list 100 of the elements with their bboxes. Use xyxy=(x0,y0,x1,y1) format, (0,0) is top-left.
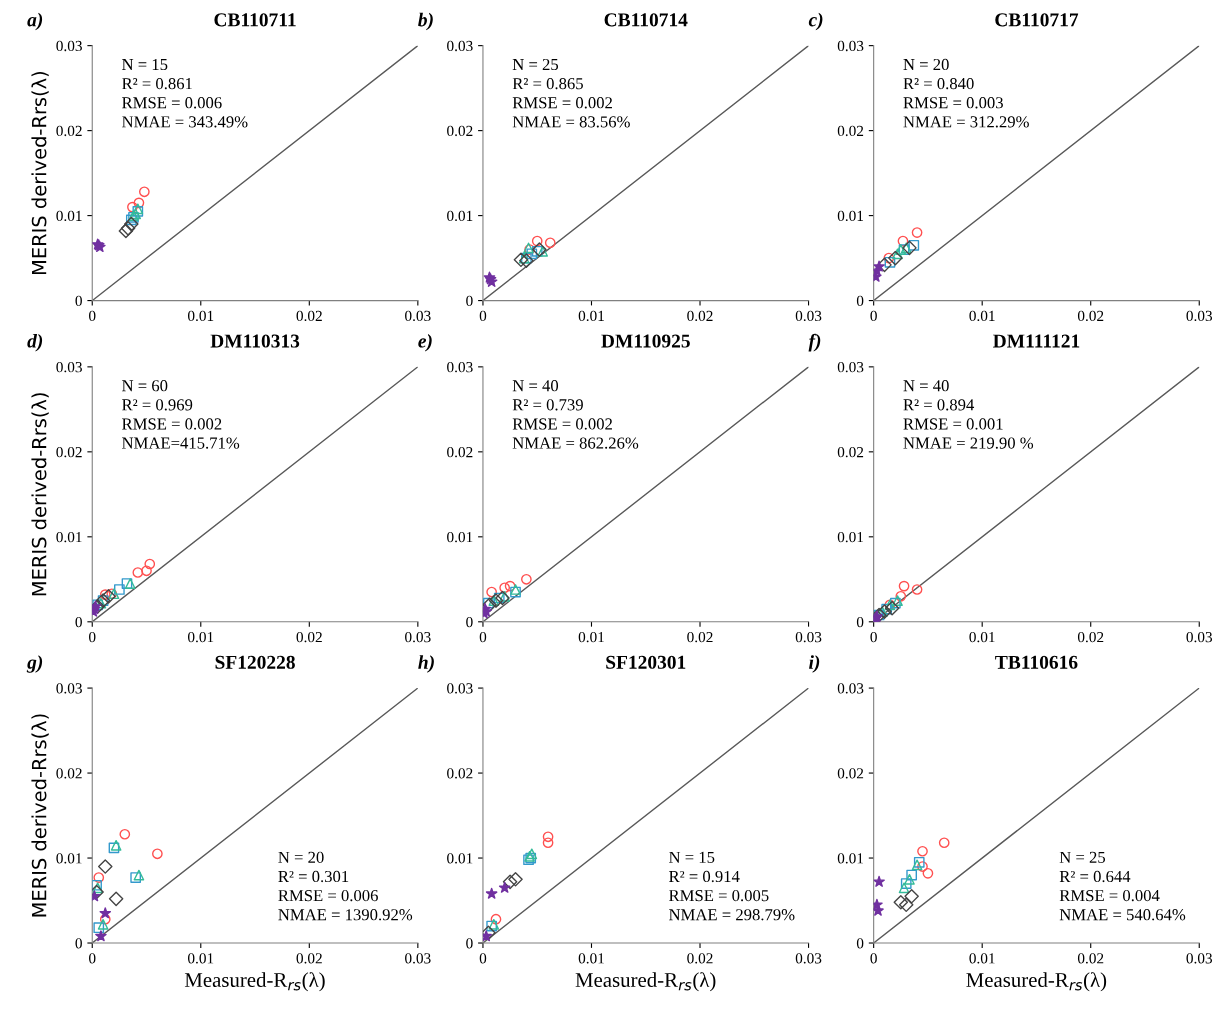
y-tick-label: 0.02 xyxy=(447,125,473,137)
y-tick-label: 0.03 xyxy=(56,362,82,373)
x-tick-label: 0.03 xyxy=(1186,310,1213,322)
annotation: R² = 0.840 xyxy=(903,77,974,90)
y-tick-label: 0.03 xyxy=(837,362,864,373)
x-tick-label: 0.02 xyxy=(1077,631,1104,643)
y-tick-label: 0.01 xyxy=(56,210,82,222)
annotation: NMAE = 83.56% xyxy=(512,116,630,128)
x-tick-label: 0.03 xyxy=(405,310,431,322)
y-tick-label: 0.01 xyxy=(56,853,82,864)
x-tick-label: 0.01 xyxy=(187,310,214,322)
y-tick-label: 0.03 xyxy=(837,40,864,52)
y-tick-label: 0 xyxy=(856,295,864,307)
annotation: R² = 0.969 xyxy=(122,399,193,411)
x-tick-label: 0.03 xyxy=(1186,631,1213,643)
annotation: RMSE = 0.002 xyxy=(512,418,612,430)
x-tick-label: 0 xyxy=(479,953,487,964)
x-tick-label: 0.01 xyxy=(969,631,995,643)
chart-title: SF120301 xyxy=(606,655,686,669)
x-tick-label: 0 xyxy=(479,631,487,643)
y-tick-label: 0.03 xyxy=(56,40,82,52)
y-tick-label: 0.02 xyxy=(837,446,864,458)
y-tick-label: 0.02 xyxy=(56,446,82,458)
y-tick-label: 0.01 xyxy=(837,531,864,543)
chart-title: DM110313 xyxy=(210,334,300,348)
y-tick-label: 0.03 xyxy=(837,683,864,694)
x-tick-label: 0.03 xyxy=(405,953,431,964)
y-tick-label: 0.02 xyxy=(56,125,82,137)
text: i) xyxy=(809,655,820,673)
text: h) xyxy=(418,655,434,673)
y-tick-label: 0 xyxy=(75,938,82,949)
x-tick-label: 0.03 xyxy=(1186,953,1213,964)
annotation: RMSE = 0.002 xyxy=(512,97,612,109)
x-tick-label: 0.03 xyxy=(795,310,822,322)
annotation: R² = 0.865 xyxy=(512,77,583,90)
y-tick-label: 0.03 xyxy=(447,40,473,52)
y-tick-label: 0 xyxy=(466,616,473,628)
annotation: NMAE = 219.90 % xyxy=(903,437,1034,449)
y-tick-label: 0 xyxy=(856,616,864,628)
y-tick-label: 0 xyxy=(466,295,473,307)
x-tick-label: 0.01 xyxy=(969,310,995,322)
text: c) xyxy=(808,12,823,31)
annotation: NMAE = 540.64% xyxy=(1059,909,1186,921)
y-axis-title: MERIS derived-Rrs(λ) xyxy=(31,393,49,596)
y-tick-label: 0 xyxy=(75,616,82,628)
x-tick-label: 0.02 xyxy=(1077,310,1104,322)
text: f) xyxy=(808,333,821,352)
y-tick-label: 0.01 xyxy=(837,853,864,864)
annotation: N = 15 xyxy=(669,851,715,863)
annotation: N = 20 xyxy=(903,58,949,71)
chart-title: DM110925 xyxy=(601,334,690,348)
x-tick-label: 0.02 xyxy=(687,953,713,964)
x-tick-label: 0 xyxy=(89,953,96,964)
text: g) xyxy=(26,655,43,673)
annotation: NMAE=415.71% xyxy=(122,437,240,449)
y-tick-label: 0 xyxy=(75,295,82,307)
y-tick-label: 0.01 xyxy=(447,531,473,543)
chart-title: SF120228 xyxy=(215,655,295,669)
x-tick-label: 0 xyxy=(870,953,877,964)
y-tick-label: 0.02 xyxy=(447,768,473,779)
y-axis-title: MERIS derived-Rrs(λ) xyxy=(31,714,49,917)
x-tick-label: 0.01 xyxy=(578,310,604,322)
y-tick-label: 0.03 xyxy=(447,362,473,373)
annotation: RMSE = 0.003 xyxy=(903,97,1003,109)
text: e) xyxy=(418,333,432,352)
x-tick-label: 0.01 xyxy=(578,953,604,964)
y-tick-label: 0.02 xyxy=(837,768,864,779)
annotation: R² = 0.894 xyxy=(903,399,975,411)
annotation: N = 15 xyxy=(122,58,168,71)
x-tick-label: 0.01 xyxy=(187,953,214,964)
x-tick-label: 0.01 xyxy=(187,631,214,643)
x-tick-label: 0 xyxy=(479,310,487,322)
annotation: RMSE = 0.005 xyxy=(669,889,769,902)
annotation: N = 60 xyxy=(122,380,168,392)
annotation: NMAE = 343.49% xyxy=(122,116,248,128)
x-tick-label: 0.02 xyxy=(687,310,713,322)
annotation: RMSE = 0.002 xyxy=(122,418,222,430)
x-tick-label: 0.02 xyxy=(296,310,322,322)
annotation: R² = 0.644 xyxy=(1059,870,1131,883)
annotation: RMSE = 0.006 xyxy=(122,97,222,109)
y-tick-label: 0.01 xyxy=(447,853,473,864)
chart-title: CB110714 xyxy=(604,13,688,27)
y-tick-label: 0 xyxy=(466,938,473,949)
y-tick-label: 0.01 xyxy=(447,210,473,222)
x-axis-title: Measured-R$_{rs}$(λ) xyxy=(966,972,1107,992)
annotation: NMAE = 298.79% xyxy=(669,909,795,921)
annotation: N = 40 xyxy=(903,380,949,392)
annotation: R² = 0.914 xyxy=(669,870,740,883)
chart-title: CB110711 xyxy=(214,13,296,27)
x-tick-label: 0.02 xyxy=(296,953,322,964)
annotation: RMSE = 0.004 xyxy=(1059,889,1160,902)
x-tick-label: 0.02 xyxy=(687,631,713,643)
x-tick-label: 0 xyxy=(89,310,96,322)
annotation: N = 20 xyxy=(278,851,324,863)
y-axis-title: MERIS derived-Rrs(λ) xyxy=(31,71,49,275)
annotation: NMAE = 862.26% xyxy=(512,437,639,449)
y-tick-label: 0.02 xyxy=(447,446,473,458)
annotation: RMSE = 0.006 xyxy=(278,889,378,902)
x-tick-label: 0.02 xyxy=(1077,953,1104,964)
x-axis-title: Measured-R$_{rs}$(λ) xyxy=(575,972,716,992)
